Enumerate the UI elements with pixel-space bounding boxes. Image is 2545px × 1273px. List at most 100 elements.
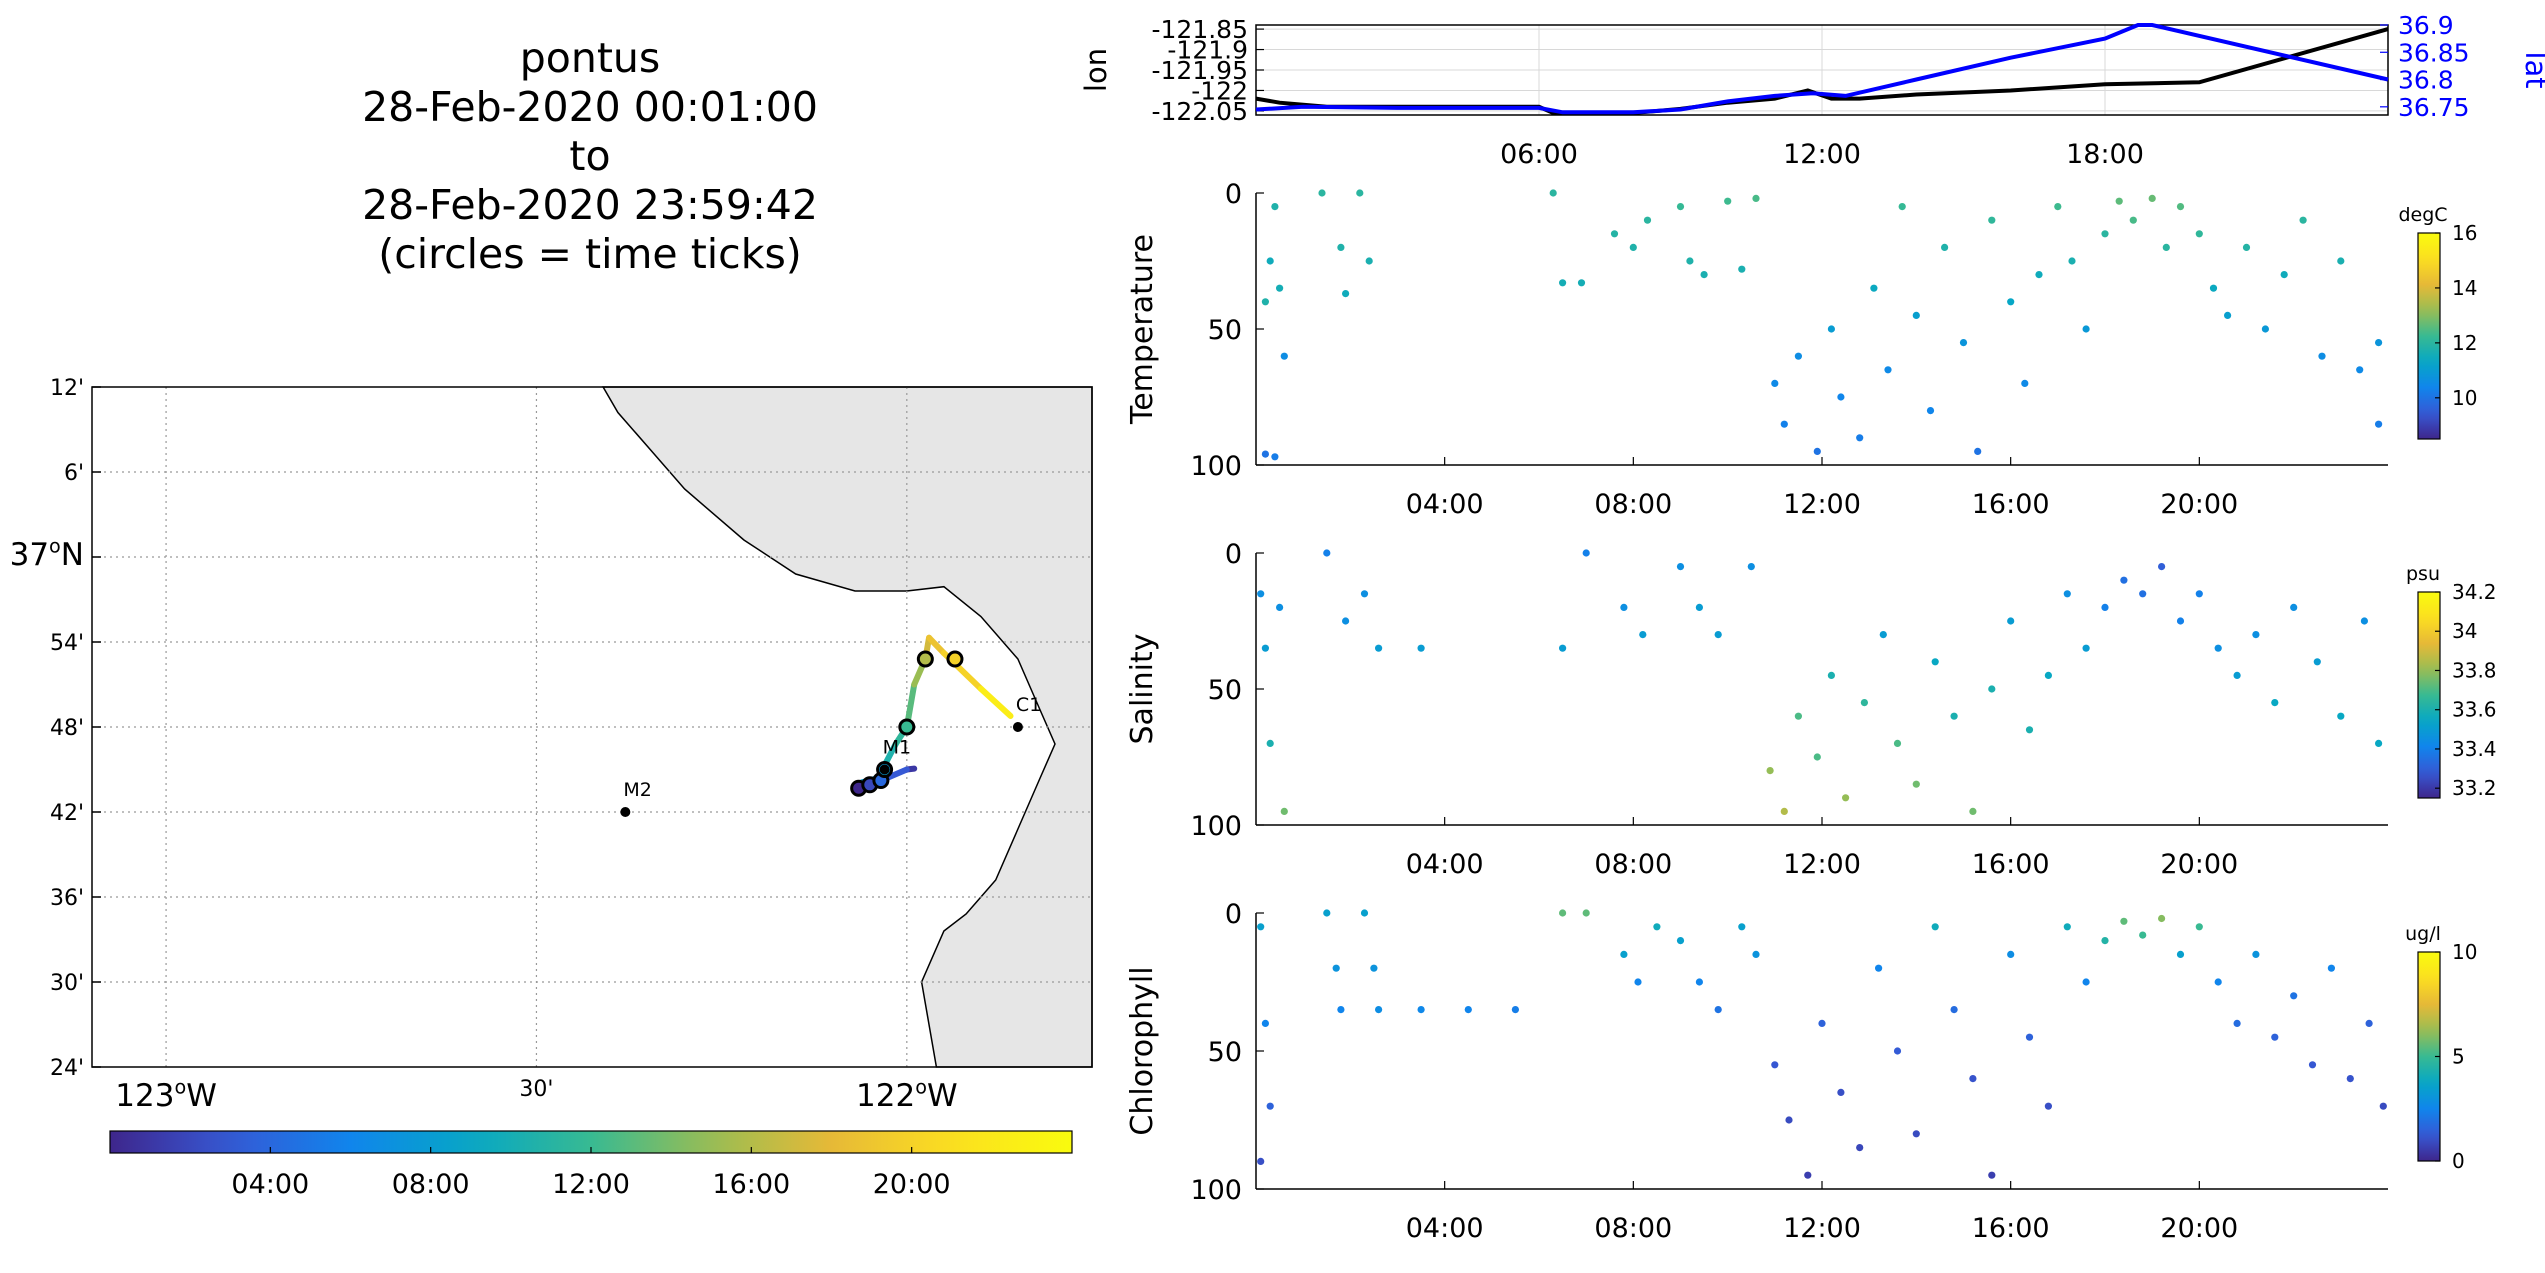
lonlat-left-tick-label: -122.05 [1152,97,1249,126]
temperature-data-point [1365,257,1373,265]
temperature-data-point [2082,325,2090,333]
temperature-data-point [1318,189,1326,197]
salinity-data-point [1827,671,1835,680]
lonlat-left-tick-label: -121.9 [1167,36,1248,65]
temperature-data-point [1676,203,1685,211]
chlorophyll-data-point [1257,1157,1265,1165]
salinity-data-point [1912,780,1920,788]
title-end-time: 28-Feb-2020 23:59:42 [362,181,818,229]
temperature-colorbar-label: degC [2398,204,2447,226]
salinity-data-point [2063,590,2071,598]
temperature-data-point [2280,271,2288,279]
salinity-data-point [1360,590,1369,598]
chlorophyll-data-point [1266,1102,1274,1110]
salinity-data-point [1342,617,1350,625]
chlorophyll-data-point [1950,1006,1958,1014]
salinity-data-point [2337,712,2345,720]
title-start-time: 28-Feb-2020 00:01:00 [362,83,818,131]
temperature-panel: 0 50 100 04:00 08:00 12:00 16:00 20:00 Temperatu… [1125,179,2477,520]
salinity-data-point [1276,603,1284,612]
chlorophyll-data-point [1988,1171,1996,1179]
chlorophyll-y-tick-label: 50 [1208,1037,1242,1068]
salinity-data-point [1375,644,1383,652]
chlorophyll-data-point [1582,909,1590,917]
temperature-data-point [2054,203,2062,211]
lonlat-right-tick-label: 36.9 [2398,11,2454,40]
map-frame [91,386,1093,1068]
figure-title: pontus 28-Feb-2020 00:01:00 to 28-Feb-20… [300,34,880,279]
salinity-data-point [1794,712,1802,720]
temperature-data-point [1342,290,1350,298]
temperature-data-point [1271,203,1279,211]
chlorophyll-data-point [1323,909,1331,917]
salinity-x-tick-label: 12:00 [1783,849,1861,880]
temperature-data-point [2115,197,2123,205]
temperature-data-point [1266,257,1274,265]
salinity-data-point [2101,603,2109,612]
chlorophyll-y-tick-label: 0 [1225,899,1242,930]
temperature-data-point [1912,311,1920,319]
temperature-y-tick-label: 0 [1225,179,1242,210]
chlorophyll-data-point [1511,1006,1519,1014]
chlorophyll-data-point [1375,1006,1383,1014]
salinity-data-point [2214,644,2222,652]
temperature-data-point [1686,257,1694,265]
chlorophyll-x-tick-label: 12:00 [1783,1213,1861,1244]
salinity-data-point [2233,671,2241,680]
map-lat-label: 12' [50,376,84,401]
lat-series-line [1255,23,2389,115]
temperature-data-point [1837,393,1845,401]
chlorophyll-x-tick-label: 20:00 [2160,1213,2238,1244]
salinity-colorbar-tick-label: 33.8 [2452,658,2497,682]
temperature-data-point [2176,203,2185,211]
salinity-data-point [2195,590,2203,598]
temperature-data-point [1771,379,1779,387]
temperature-data-point [2242,243,2251,251]
lonlat-left-tick-label: -121.95 [1152,56,1249,85]
lonlat-right-tick-label: 36.85 [2398,38,2470,67]
map-lat-label: 36' [50,886,84,911]
chlorophyll-colorbar-tick-label: 0 [2452,1149,2465,1173]
salinity-data-point [1559,644,1567,652]
map-lon-label: 30' [519,1077,553,1102]
chlorophyll-data-point [2025,1033,2034,1041]
chlorophyll-data-point [1785,1116,1793,1124]
chlorophyll-data-point [2271,1033,2279,1041]
title-to: to [569,132,611,180]
temperature-data-point [1356,189,1364,197]
lonlat-right-tick-label: 36.75 [2398,93,2470,122]
temperature-data-point [1559,279,1567,287]
salinity-data-point [1620,603,1628,612]
salinity-colorbar-label: psu [2406,563,2440,585]
station-marker-m2 [620,807,631,817]
salinity-data-point [2044,671,2052,680]
chlorophyll-data-point [2308,1061,2317,1069]
chlorophyll-data-point [2252,950,2260,959]
chlorophyll-colorbar-label: ug/l [2405,923,2441,945]
temperature-data-point [1629,243,1637,251]
temperature-data-point [1974,447,1982,455]
salinity-data-point [1879,631,1887,639]
chlorophyll-data-point [2120,917,2128,925]
salinity-data-point [1714,631,1722,639]
chlorophyll-data-point [1370,964,1378,972]
chlorophyll-data-point [2139,931,2147,939]
salinity-data-point [1813,753,1821,761]
temperature-y-tick-label: 100 [1190,451,1242,482]
temperature-colorbar-tick-label: 12 [2452,331,2477,355]
chlorophyll-data-point [1818,1019,1826,1027]
temperature-data-point [1794,352,1802,360]
chlorophyll-data-point [1837,1088,1845,1096]
track-segment [977,685,1014,719]
temperature-x-tick-label: 12:00 [1783,489,1861,520]
chlorophyll-data-point [1634,978,1642,986]
temperature-data-point [2375,339,2383,347]
lonlat-ylabel-right: lat [2519,51,2545,88]
time-tick-circle [946,650,964,668]
salinity-data-point [1639,631,1647,639]
chlorophyll-data-point [1559,909,1567,917]
salinity-y-tick-label: 0 [1225,539,1242,570]
chlorophyll-data-point [1332,964,1340,972]
temperature-data-point [1261,450,1269,458]
lonlat-x-tick-label: 18:00 [2066,139,2144,170]
